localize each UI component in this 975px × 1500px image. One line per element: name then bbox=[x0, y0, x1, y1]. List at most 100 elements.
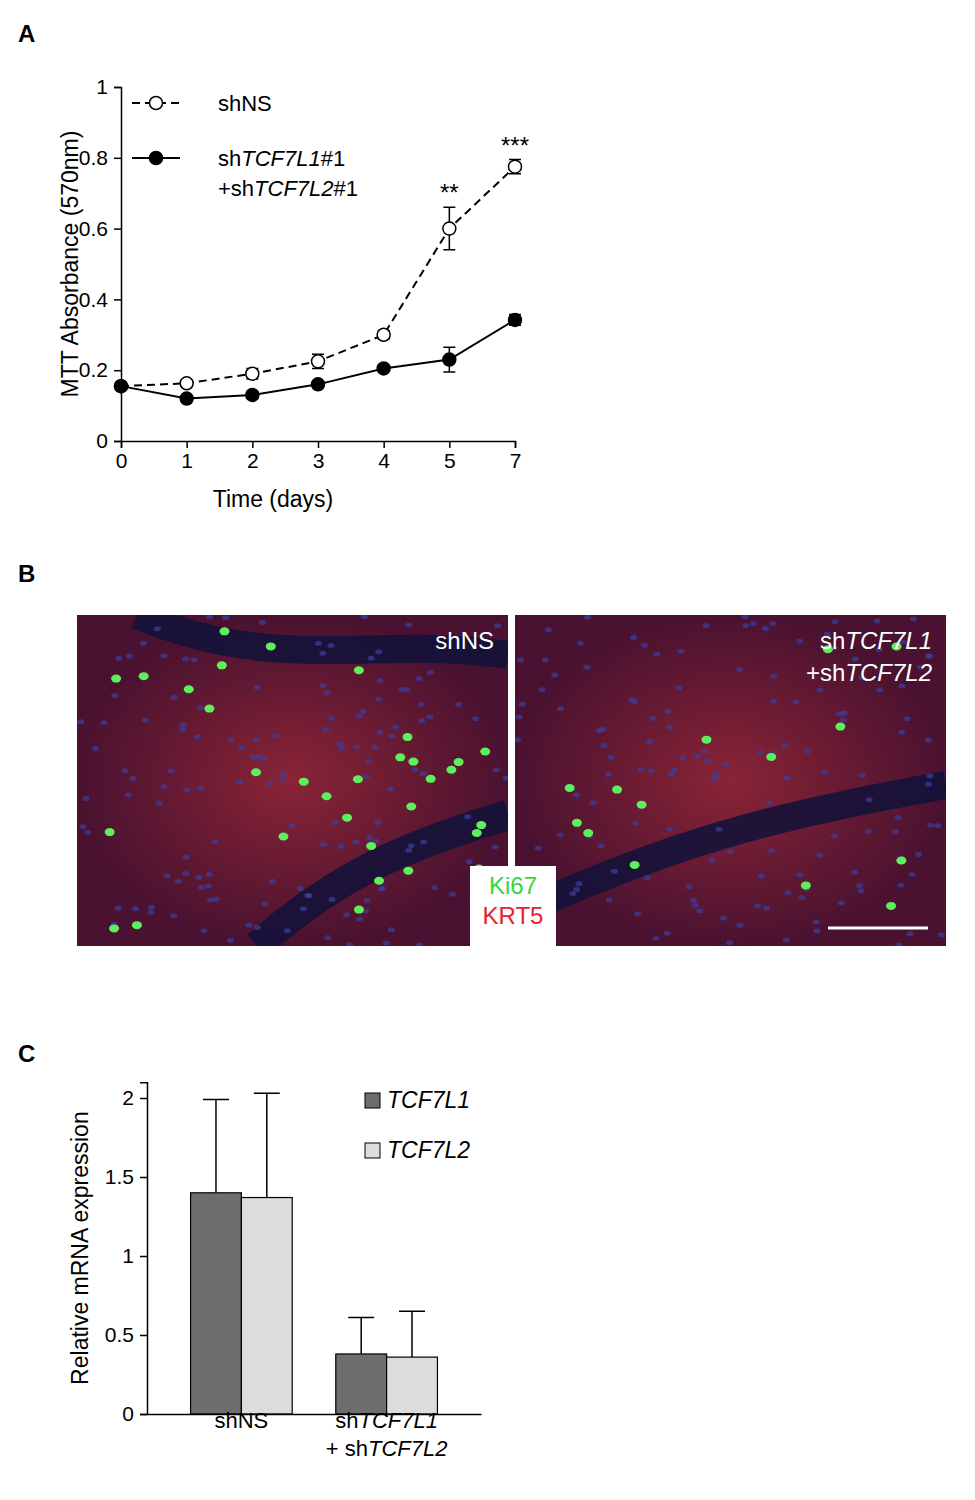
tick: 0 bbox=[116, 441, 128, 472]
texture-nucleus bbox=[129, 776, 136, 781]
texture-nucleus bbox=[892, 829, 899, 834]
bar bbox=[336, 1354, 387, 1414]
texture-ki67 bbox=[402, 733, 412, 741]
texture-ki67 bbox=[480, 747, 490, 755]
texture-nucleus bbox=[377, 678, 384, 683]
texture-nucleus bbox=[346, 942, 353, 946]
texture-nucleus bbox=[692, 903, 699, 908]
texture-nucleus bbox=[927, 823, 934, 828]
text-span: shNS bbox=[435, 627, 494, 654]
texture-ki67 bbox=[612, 786, 622, 794]
texture-nucleus bbox=[115, 656, 122, 661]
texture-nucleus bbox=[197, 786, 204, 791]
text-span: #1 bbox=[321, 146, 345, 171]
y-axis: 00.20.40.60.81 bbox=[79, 75, 122, 452]
texture-nucleus bbox=[80, 824, 87, 829]
texture-nucleus bbox=[284, 928, 291, 933]
texture-nucleus bbox=[637, 767, 644, 772]
tick-mark bbox=[114, 158, 121, 160]
texture-nucleus bbox=[517, 657, 524, 662]
texture-nucleus bbox=[418, 718, 425, 723]
texture-nucleus bbox=[696, 908, 703, 913]
stroma-band bbox=[137, 615, 508, 655]
texture-nucleus bbox=[420, 839, 427, 844]
texture-nucleus bbox=[320, 842, 327, 847]
texture-nucleus bbox=[183, 787, 190, 792]
tick-label: 2 bbox=[247, 449, 259, 472]
bar bbox=[191, 1193, 242, 1414]
texture-nucleus bbox=[279, 771, 286, 776]
texture-ki67 bbox=[278, 832, 288, 840]
panel-label: A bbox=[18, 20, 35, 47]
texture-nucleus bbox=[535, 846, 542, 851]
text-span: TCF7L1 bbox=[845, 627, 932, 654]
texture-ki67 bbox=[446, 766, 456, 774]
texture-nucleus bbox=[212, 839, 219, 844]
data-point bbox=[377, 362, 390, 375]
texture-nucleus bbox=[750, 621, 757, 626]
x-axis: 0123457 bbox=[116, 441, 522, 472]
texture-nucleus bbox=[858, 888, 865, 893]
tick: 0.5 bbox=[105, 1323, 147, 1346]
texture-ki67 bbox=[766, 753, 776, 761]
texture-nucleus bbox=[179, 727, 186, 732]
data-point bbox=[377, 328, 390, 341]
texture-nucleus bbox=[405, 623, 412, 628]
texture-nucleus bbox=[690, 898, 697, 903]
texture-nucleus bbox=[420, 771, 427, 776]
texture-nucleus bbox=[368, 656, 375, 661]
data-point bbox=[115, 380, 128, 393]
texture-ki67 bbox=[565, 784, 575, 792]
texture-nucleus bbox=[194, 734, 201, 739]
texture-nucleus bbox=[361, 615, 368, 619]
texture-ki67 bbox=[630, 861, 640, 869]
legend-label: TCF7L2 bbox=[387, 1137, 470, 1163]
tick: 0.6 bbox=[79, 217, 121, 240]
texture-nucleus bbox=[305, 893, 312, 898]
text-span: + sh bbox=[326, 1436, 368, 1461]
texture-nucleus bbox=[356, 713, 363, 718]
tick-label: 0.8 bbox=[79, 146, 108, 169]
texture-nucleus bbox=[154, 626, 161, 631]
texture-nucleus bbox=[383, 940, 390, 945]
texture-nucleus bbox=[722, 762, 729, 767]
tick: 4 bbox=[378, 441, 390, 472]
texture-nucleus bbox=[161, 653, 168, 658]
tick: 0 bbox=[96, 429, 121, 452]
texture-nucleus bbox=[859, 773, 866, 778]
texture-nucleus bbox=[909, 872, 916, 877]
tick: 0.4 bbox=[79, 288, 121, 311]
texture-nucleus bbox=[841, 710, 848, 715]
texture-nucleus bbox=[856, 883, 863, 888]
texture-nucleus bbox=[874, 619, 881, 624]
series-line bbox=[121, 320, 515, 399]
axis-line bbox=[140, 1083, 148, 1415]
texture-nucleus bbox=[925, 738, 932, 743]
tick-mark bbox=[140, 1256, 147, 1258]
texture-nucleus bbox=[238, 745, 245, 750]
tick-label: 1.5 bbox=[105, 1165, 134, 1188]
texture-nucleus bbox=[472, 716, 479, 721]
micrograph bbox=[515, 615, 946, 946]
texture-ki67 bbox=[701, 736, 711, 744]
legend-label: shTCF7L1#1+shTCF7L2#1 bbox=[218, 146, 358, 201]
texture-nucleus bbox=[653, 652, 660, 657]
texture-nucleus bbox=[713, 772, 720, 777]
texture-ki67 bbox=[454, 758, 464, 766]
texture-nucleus bbox=[327, 643, 334, 648]
texture-nucleus bbox=[644, 875, 651, 880]
tick-mark bbox=[140, 1177, 147, 1179]
texture-nucleus bbox=[319, 683, 326, 688]
texture-nucleus bbox=[671, 768, 678, 773]
tick: 2 bbox=[122, 1086, 147, 1109]
texture-ki67 bbox=[132, 921, 142, 929]
texture-nucleus bbox=[503, 776, 508, 781]
texture-nucleus bbox=[297, 886, 304, 891]
texture-ki67 bbox=[299, 778, 309, 786]
tick-mark bbox=[114, 87, 121, 89]
texture-nucleus bbox=[205, 884, 212, 889]
micrograph-background bbox=[77, 615, 508, 946]
texture-nucleus bbox=[254, 685, 261, 690]
texture-ki67 bbox=[354, 906, 364, 914]
texture-nucleus bbox=[195, 875, 202, 880]
